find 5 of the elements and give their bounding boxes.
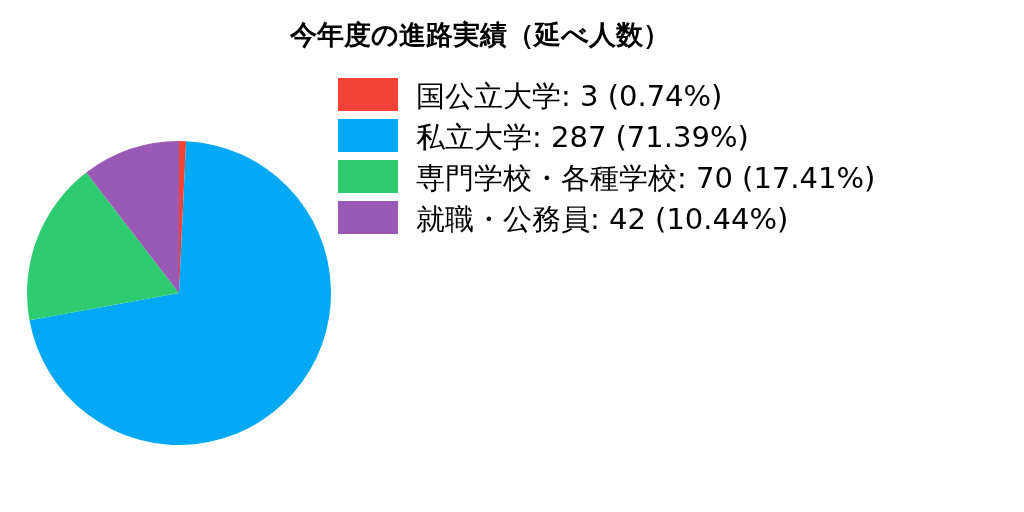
- legend-label: 私立大学: 287 (71.39%): [416, 120, 749, 154]
- legend-label: 国公立大学: 3 (0.74%): [416, 79, 723, 113]
- legend-label: 専門学校・各種学校: 70 (17.41%): [416, 161, 876, 195]
- legend-label: 就職・公務員: 42 (10.44%): [416, 202, 789, 236]
- chart-title: 今年度の進路実績（延べ人数）: [289, 19, 670, 50]
